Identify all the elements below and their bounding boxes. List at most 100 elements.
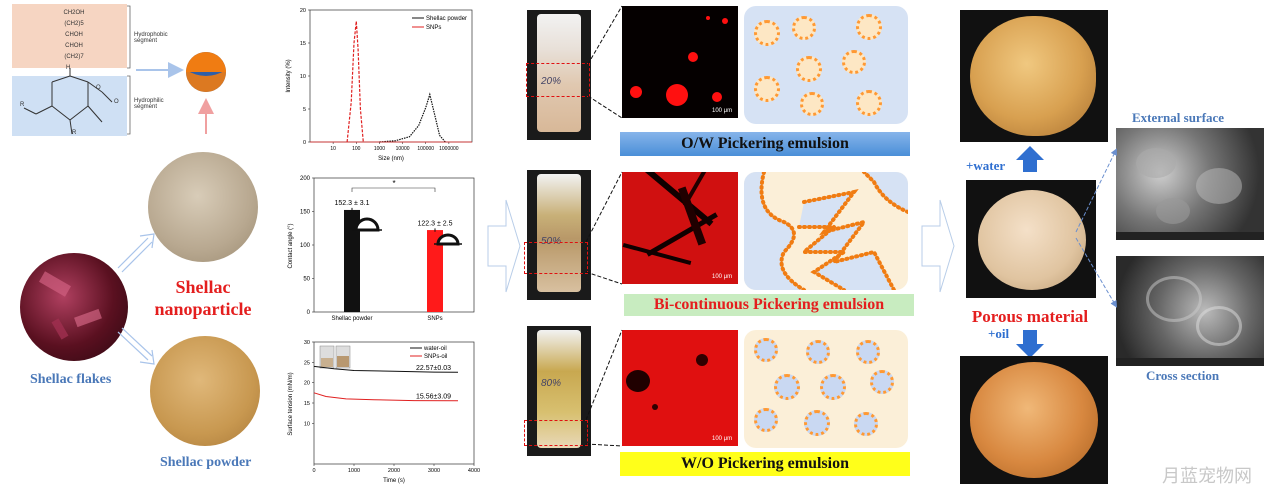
droplet-schematic [856, 14, 882, 40]
droplet-schematic [806, 340, 830, 364]
schematic-wo [744, 330, 908, 448]
vial-ratio-label: 50% [541, 236, 562, 247]
vial-photo-wo: 80% [527, 326, 591, 456]
y-axis-label: Surface tension (mN/m) [288, 372, 294, 435]
process-arrows [117, 233, 155, 365]
porous-material-photo [966, 180, 1096, 298]
formula-line: CHOH [65, 32, 83, 38]
y-tick-label: 15 [300, 41, 306, 47]
molecule-skeleton [23, 68, 113, 135]
legend-label: SNPs [426, 25, 441, 31]
wo-banner-label: W/O Pickering emulsion [681, 455, 849, 472]
y-tick-label: 0 [303, 140, 306, 146]
y-tick-label: 0 [307, 310, 311, 316]
significance-mark: * [392, 179, 395, 188]
schematic-ow [744, 6, 908, 124]
legend-label: SNPs-oil [424, 354, 447, 360]
y-tick-label: 5 [303, 107, 306, 113]
porous-material-water-photo [960, 10, 1108, 142]
shellac-flakes-photo [20, 253, 128, 361]
shellac-nanoparticle-photo [148, 152, 258, 262]
droplet-icon [352, 217, 382, 232]
droplet-schematic [854, 412, 878, 436]
arrow-down-icon [1016, 344, 1044, 358]
series-line-water-oil [313, 365, 459, 373]
y-tick-label: 20 [300, 8, 306, 14]
hydrophobic-label: Hydrophobic segment [134, 32, 168, 44]
formula-line: (CH2)7 [64, 54, 84, 60]
significance-bracket [351, 187, 436, 192]
x-tick-label: 10000 [396, 146, 410, 152]
micrograph-bi: 100 μm [622, 172, 738, 284]
zoom-lines [586, 171, 623, 285]
sem-external-surface-image [1116, 128, 1264, 240]
formula-block: CH2OH (CH2)5 CHOH CHOH (CH2)7 [54, 8, 94, 63]
y-tick-label: 50 [303, 277, 310, 283]
formula-line: CHOH [65, 43, 83, 49]
legend-label: Shellac powder [426, 16, 467, 22]
hydrophobic-region [12, 4, 127, 68]
x-axis-label: Time (s) [383, 478, 405, 484]
atom-label: H [66, 65, 71, 71]
droplet-schematic [754, 20, 780, 46]
x-tick-label: 1000 [374, 146, 385, 152]
droplet-schematic [754, 76, 780, 102]
bar-shellac-powder [344, 209, 360, 312]
zoom-box [524, 420, 588, 446]
hydrophilic-region [12, 76, 127, 136]
scale-bar-label: 100 μm [712, 436, 733, 442]
shellac-powder-label: Shellac powder [160, 455, 252, 470]
cross-section-label: Cross section [1146, 368, 1220, 383]
y-tick-label: 150 [300, 210, 311, 216]
end-value-label: 22.57±0.03 [416, 365, 451, 372]
y-tick-label: 15 [304, 401, 310, 407]
droplet-schematic [842, 50, 866, 74]
bicontinuous-shape [744, 172, 908, 290]
y-axis-label: Contact angle (°) [288, 223, 294, 268]
shellac-nanoparticle-label: Shellac nanoparticle [154, 277, 252, 319]
droplet-schematic [800, 92, 824, 116]
droplet-schematic [804, 410, 830, 436]
arrow-down-shaft [1023, 330, 1037, 344]
scale-bar-label: 100 μm [712, 274, 733, 280]
watermark: 月蓝宠物网 [1162, 466, 1252, 487]
y-tick-label: 100 [300, 243, 311, 249]
vial-photo-ow: 20% [527, 10, 591, 140]
droplet-schematic [774, 374, 800, 400]
vial-ratio-label: 80% [541, 378, 562, 389]
plus-oil-label: +oil [988, 326, 1010, 341]
x-tick-label: 100000 [417, 146, 434, 152]
structure-panel: CH2OH (CH2)5 CHOH CHOH (CH2)7 O H O R R [8, 2, 198, 136]
droplet-schematic [796, 56, 822, 82]
chevron-right-icon [487, 199, 521, 293]
porous-material-label: Porous material [971, 307, 1089, 326]
bi-banner: Bi-continuous Pickering emulsion [624, 294, 914, 316]
y-tick-label: 10 [300, 74, 306, 80]
y-tick-label: 20 [304, 381, 310, 387]
y-tick-label: 30 [304, 340, 310, 346]
droplet-schematic [820, 374, 846, 400]
x-tick-label: 10 [330, 146, 336, 152]
atom-label: R [20, 102, 25, 108]
legend-label: water-oil [423, 346, 447, 352]
series-line-shellac-powder [379, 92, 446, 143]
end-value-label: 15.56±3.09 [416, 394, 451, 401]
zoom-lines [588, 5, 623, 119]
chart-contact-angle: 0 50 100 150 200 152.3 ± 3.1 122.3 ± 2.5 * S… [288, 176, 475, 322]
value-label: 152.3 ± 3.1 [335, 200, 370, 207]
droplet-schematic [856, 340, 880, 364]
atom-label: O [114, 99, 119, 105]
series-line-snps [346, 21, 364, 143]
atom-label: R [72, 130, 77, 136]
category-label: SNPs [427, 316, 442, 322]
droplet-icon [434, 233, 462, 246]
x-tick-label: 100 [352, 146, 361, 152]
janus-schematic [136, 52, 226, 134]
y-tick-label: 10 [304, 421, 310, 427]
formula-line: CH2OH [63, 10, 85, 16]
y-tick-label: 200 [300, 176, 311, 182]
porous-material-oil-photo [960, 356, 1108, 484]
schematic-bi [744, 172, 908, 290]
bi-banner-label: Bi-continuous Pickering emulsion [653, 296, 885, 313]
